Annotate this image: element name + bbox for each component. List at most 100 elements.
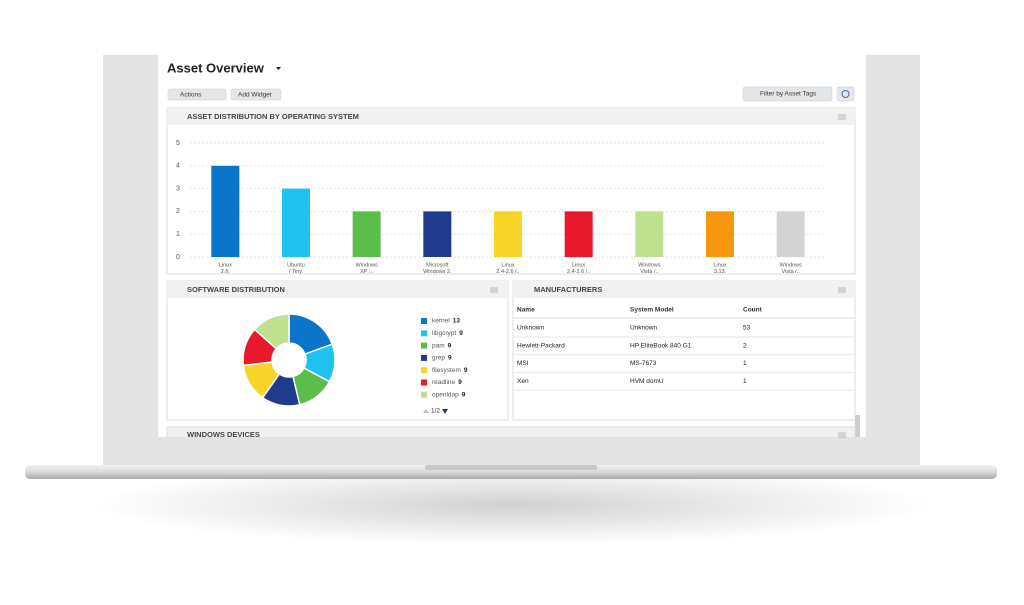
bar	[352, 211, 381, 257]
legend-swatch	[421, 318, 427, 324]
legend-value: 13	[453, 318, 461, 325]
legend-swatch	[421, 379, 427, 386]
legend-swatch	[421, 354, 427, 361]
column-header: Count	[743, 307, 763, 314]
x-tick-label: XP ...	[360, 269, 374, 275]
filter-label: Filter by Asset Tags	[760, 91, 817, 98]
legend-label: openldap	[432, 392, 459, 399]
software-panel-title: SOFTWARE DISTRIBUTION	[187, 285, 285, 294]
pager-prev[interactable]	[423, 409, 429, 413]
bar	[423, 211, 452, 257]
table-cell: 2	[743, 342, 747, 349]
x-tick-label: Linux	[501, 262, 514, 268]
column-header: System Model	[630, 307, 674, 314]
table-cell: Hewlett-Packard	[517, 342, 565, 349]
y-tick-label: 0	[176, 254, 180, 261]
x-tick-label: 2.4-2.6 /..	[567, 269, 591, 275]
page-title: Asset Overview	[167, 60, 265, 75]
table-cell: HP EliteBook 840 G1	[630, 342, 692, 349]
pager-label: 1/2	[431, 408, 440, 415]
bar	[282, 188, 310, 257]
x-tick-label: Linux	[713, 262, 726, 268]
x-tick-label: Vista /..	[782, 269, 801, 275]
legend-value: 9	[462, 392, 466, 399]
pager-next[interactable]	[442, 409, 448, 414]
table-cell: 1	[743, 378, 747, 385]
legend-value: 9	[464, 367, 468, 374]
shadow	[92, 465, 932, 545]
legend-swatch	[421, 391, 427, 398]
donut-slice	[253, 313, 290, 350]
x-tick-label: Microsoft	[426, 262, 449, 268]
x-tick-label: Linux	[219, 262, 232, 268]
actions-button[interactable]	[167, 88, 227, 101]
manufacturers-table: Name System Model Count Unknown Unknown 53 Hew…	[513, 307, 855, 391]
add-widget-button[interactable]	[230, 88, 282, 101]
scrollbar	[855, 415, 860, 437]
laptop-base	[25, 465, 997, 479]
refresh-icon	[841, 90, 850, 98]
legend-label: grep	[432, 355, 445, 362]
legend-swatch	[421, 367, 427, 374]
os-panel-title: ASSET DISTRIBUTION BY OPERATING SYSTEM	[187, 112, 359, 121]
legend-value: 9	[448, 355, 452, 362]
y-tick-label: 3	[176, 185, 180, 192]
bar	[564, 211, 593, 257]
bar	[706, 211, 734, 257]
notch	[425, 465, 597, 470]
legend-label: readline	[432, 379, 456, 386]
table-cell: Unknown	[517, 325, 544, 332]
add-widget-label: Add Widget	[238, 92, 272, 99]
manufacturers-panel-title: MANUFACTURERS	[534, 285, 602, 294]
windows-panel-title: WINDOWS DEVICES	[187, 430, 260, 439]
y-tick-label: 1	[176, 231, 180, 238]
software-panel-header	[167, 281, 508, 298]
legend-label: pam	[432, 342, 445, 349]
x-tick-label: 3.13.	[714, 269, 727, 275]
legend-value: 9	[459, 330, 463, 337]
legend-label: filesystem	[432, 367, 461, 374]
title-caret	[276, 67, 281, 70]
x-tick-label: Windows 2.	[423, 269, 452, 275]
legend-label: kernel	[432, 318, 450, 325]
actions-label: Actions	[180, 92, 202, 99]
legend-value: 9	[448, 342, 452, 349]
table-cell: Xen	[517, 378, 529, 385]
x-tick-label: Vista /..	[640, 269, 659, 275]
x-tick-label: Ubuntu	[287, 262, 305, 268]
x-tick-label: 2.6.	[221, 269, 231, 275]
table-cell: 53	[743, 325, 751, 332]
os-panel-header	[167, 108, 855, 125]
software-panel	[166, 280, 509, 421]
windows-panel-header	[166, 426, 856, 437]
filter-button[interactable]	[742, 86, 833, 102]
x-tick-label: 2.4-2.6 /..	[496, 269, 520, 275]
legend-label: libgcrypt	[432, 330, 456, 337]
manufacturers-panel	[512, 280, 856, 421]
refresh-button[interactable]	[836, 86, 855, 102]
x-tick-label: / Tiny.	[289, 269, 304, 275]
x-tick-label: Linux	[572, 262, 585, 268]
table-cell: 1	[743, 360, 747, 367]
x-tick-label: Windows	[780, 262, 803, 268]
legend-swatch	[421, 342, 427, 349]
x-tick-label: Windows	[638, 262, 661, 268]
screen: Asset Overview Actions Add Widget Filter…	[158, 55, 866, 439]
table-cell: Unknown	[630, 325, 657, 332]
y-tick-label: 4	[176, 163, 180, 170]
y-tick-label: 5	[176, 140, 180, 147]
legend-swatch	[421, 330, 427, 337]
table-cell: MS-7673	[630, 360, 657, 367]
bar	[635, 211, 664, 257]
legend-value: 9	[458, 379, 462, 386]
table-cell: MSI	[517, 360, 529, 367]
table-cell: HVM domU	[630, 378, 664, 385]
bar	[776, 211, 805, 257]
y-tick-label: 2	[176, 208, 180, 215]
column-header: Name	[517, 307, 535, 314]
bar	[494, 211, 522, 257]
